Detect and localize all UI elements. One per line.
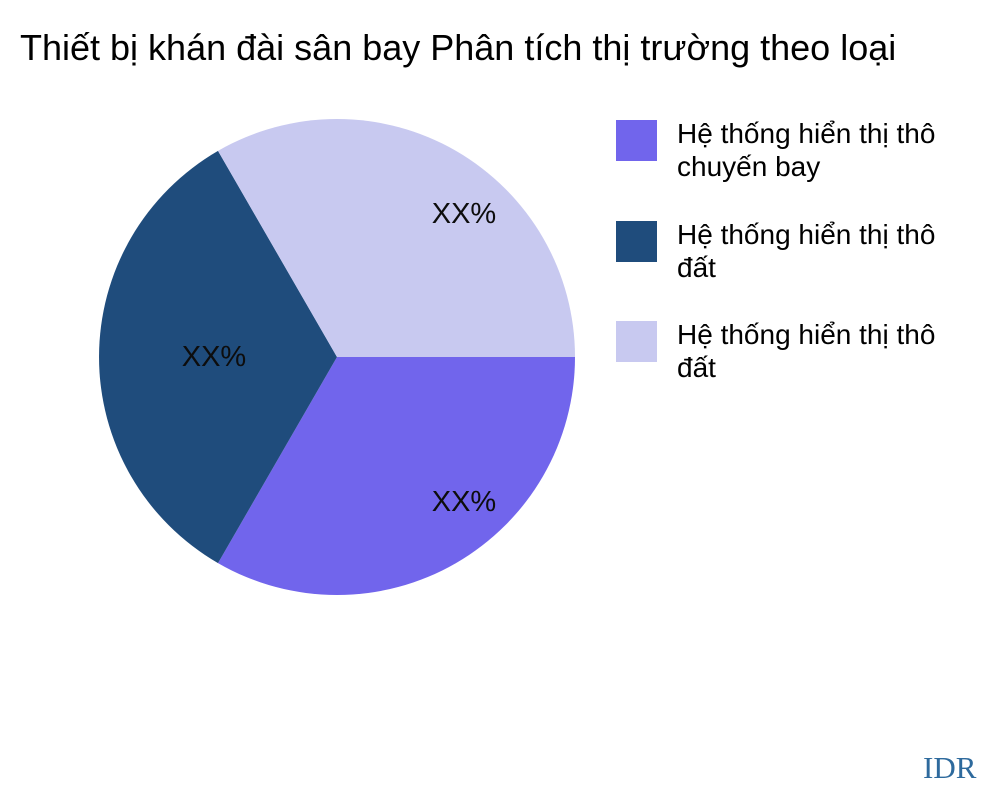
pie-slice-label: XX%	[182, 341, 246, 373]
legend-swatch[interactable]	[616, 120, 657, 161]
pie-slice[interactable]	[99, 150, 337, 564]
pie-slice-label: XX%	[432, 486, 496, 518]
legend-swatch[interactable]	[616, 321, 657, 362]
legend-label-line2: đất	[677, 352, 716, 383]
legend-label: Hệ thống hiển thị thô đất	[677, 218, 935, 284]
legend-label-line2: đất	[677, 252, 716, 283]
pie-slices	[99, 119, 575, 595]
pie-slice[interactable]	[218, 357, 575, 595]
pie-labels: XX% XX% XX%	[182, 198, 496, 518]
pie-slice[interactable]	[218, 119, 575, 357]
legend-swatch[interactable]	[616, 221, 657, 262]
legend-label: Hệ thống hiển thị thô đất	[677, 318, 935, 384]
legend-label-line1: Hệ thống hiển thị thô	[677, 118, 936, 149]
chart-title: Thiết bị khán đài sân bay Phân tích thị …	[20, 27, 897, 68]
legend-label: Hệ thống hiển thị thô chuyến bay	[677, 117, 935, 183]
legend-label-line1: Hệ thống hiển thị thô	[677, 219, 936, 250]
legend-label-line2: chuyến bay	[677, 151, 821, 182]
brand-watermark: IDR	[923, 750, 977, 785]
pie-slice-label: XX%	[432, 198, 496, 230]
legend-label-line1: Hệ thống hiển thị thô	[677, 319, 936, 350]
